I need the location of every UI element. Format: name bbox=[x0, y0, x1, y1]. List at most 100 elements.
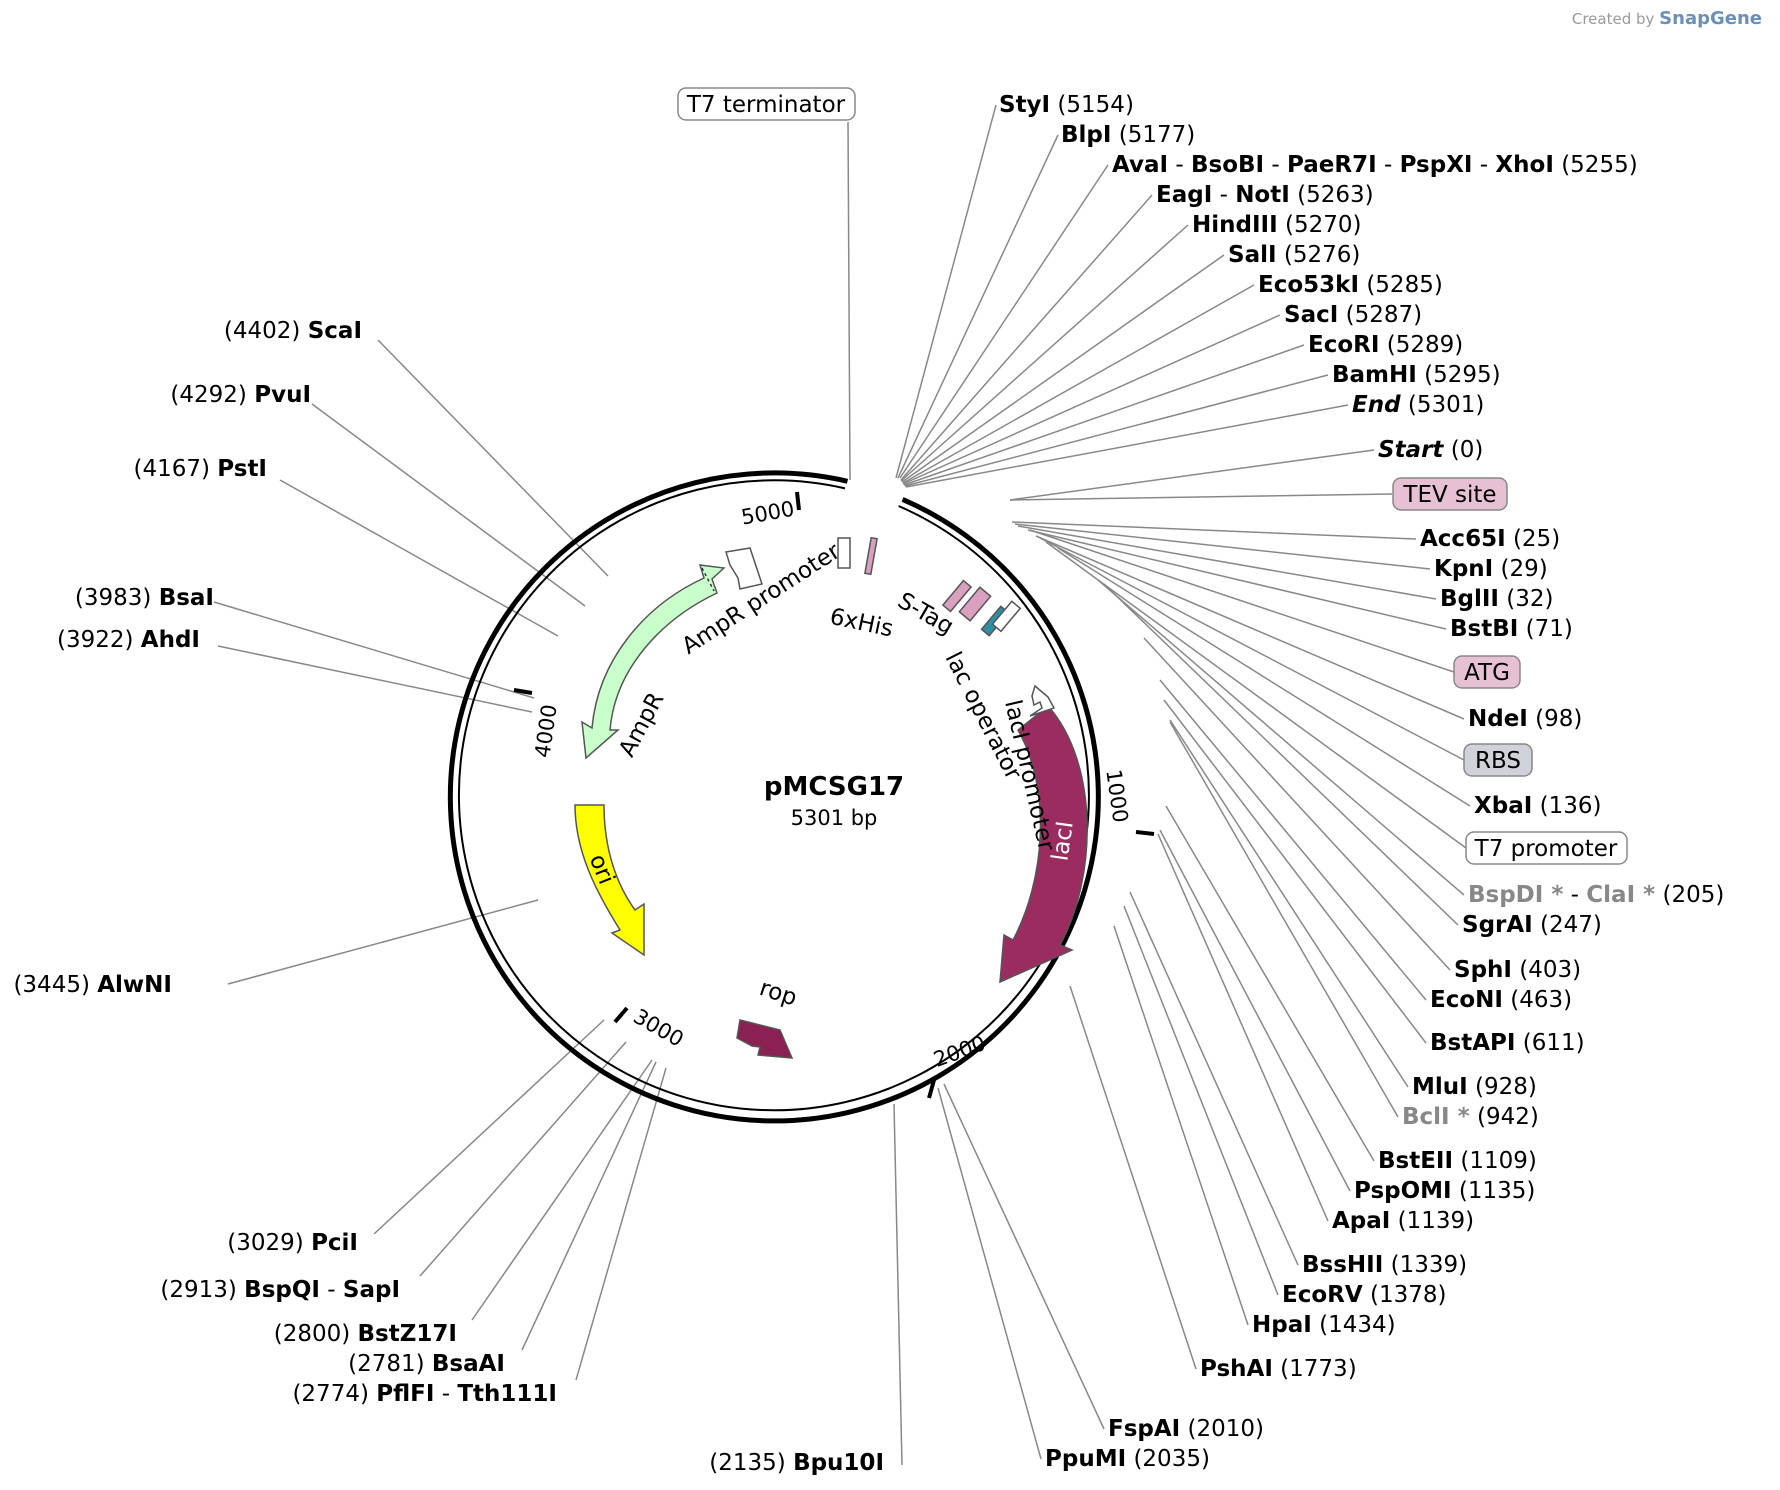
site-label-bcli: BclI * (942) bbox=[1402, 1104, 1539, 1130]
his-label: 6xHis bbox=[827, 604, 895, 643]
site-position: (1139) bbox=[1390, 1208, 1474, 1234]
enzyme-name: MluI bbox=[1412, 1074, 1468, 1100]
site-label-end: End (5301) bbox=[1352, 392, 1484, 418]
enzyme-name: FspAI bbox=[1108, 1416, 1180, 1442]
enzyme-name: HindIII bbox=[1192, 212, 1278, 238]
t7-terminator-callout-box bbox=[677, 87, 856, 121]
enzyme-name: PshAI bbox=[1200, 1356, 1273, 1382]
site-position: (98) bbox=[1528, 706, 1583, 732]
enzyme-name: BspDI * bbox=[1468, 882, 1563, 908]
enzyme-name: BstAPI bbox=[1430, 1030, 1515, 1056]
ampr-promoter-dotted bbox=[701, 567, 715, 592]
enzyme-name: AhdI bbox=[141, 627, 200, 653]
connector-atg bbox=[1029, 529, 1455, 673]
site-label-pcii: (3029) PciI bbox=[227, 1230, 358, 1256]
connector-alwni bbox=[227, 899, 539, 985]
tick-label-4000: 4000 bbox=[530, 703, 561, 759]
site-label-bstz17i: (2800) BstZ17I bbox=[274, 1321, 457, 1347]
site-position: (942) bbox=[1470, 1104, 1539, 1130]
enzyme-name: ScaI bbox=[308, 318, 362, 344]
site-label-eco53ki: Eco53kI (5285) bbox=[1258, 272, 1443, 298]
connector-bstbi bbox=[1027, 529, 1447, 630]
site-position: (5301) bbox=[1401, 392, 1485, 418]
connector-eagi bbox=[900, 194, 1153, 481]
enzyme-name: StyI bbox=[999, 92, 1050, 118]
stag-label: S-Tag bbox=[893, 588, 958, 640]
t7-terminator-callout: T7 terminator bbox=[677, 87, 856, 121]
connector-bcli bbox=[1169, 721, 1399, 1118]
tick-2000 bbox=[927, 1079, 936, 1099]
enzyme-name: BstZ17I bbox=[358, 1321, 457, 1347]
credit-prefix: Created by bbox=[1571, 10, 1655, 28]
site-label-pshai: PshAI (1773) bbox=[1200, 1356, 1357, 1382]
site-position: (2774) bbox=[292, 1381, 376, 1407]
connector-blpi bbox=[897, 134, 1059, 479]
site-label-fspai: FspAI (2010) bbox=[1108, 1416, 1264, 1442]
site-position: (4292) bbox=[170, 382, 254, 408]
ampr-label: AmpR bbox=[614, 688, 669, 761]
site-position: (5154) bbox=[1050, 92, 1134, 118]
connector-bsteii bbox=[1165, 805, 1375, 1162]
enzyme-name: SphI bbox=[1454, 957, 1512, 983]
site-label-hindiii: HindIII (5270) bbox=[1192, 212, 1361, 238]
tick-4000 bbox=[513, 688, 533, 695]
enzyme-name: Tth111I bbox=[457, 1381, 557, 1407]
enzyme-name: XhoI bbox=[1495, 152, 1553, 178]
site-position: (1135) bbox=[1452, 1178, 1536, 1204]
lac-operator-frame bbox=[991, 600, 1022, 633]
connector-bamhi bbox=[904, 374, 1329, 487]
site-position: (136) bbox=[1532, 793, 1601, 819]
connector-styi bbox=[895, 104, 997, 479]
created-by-credit: Created by SnapGene bbox=[1572, 8, 1762, 29]
enzyme-name: NdeI bbox=[1468, 706, 1528, 732]
site-label-avai: AvaI - BsoBI - PaeR7I - PspXI - XhoI (52… bbox=[1112, 152, 1638, 178]
rbs-callout: RBS bbox=[1463, 743, 1533, 777]
connector-eco53ki bbox=[902, 284, 1255, 484]
enzyme-name: Start bbox=[1378, 437, 1444, 463]
tev-box bbox=[958, 586, 992, 622]
connector-ecori bbox=[903, 344, 1305, 486]
backbone-outer bbox=[447, 470, 1101, 1124]
site-position: (2035) bbox=[1126, 1446, 1210, 1472]
site-position: (5255) bbox=[1554, 152, 1638, 178]
connector-pvui bbox=[311, 403, 586, 607]
site-position: (1339) bbox=[1383, 1252, 1467, 1278]
tev-site-callout-box bbox=[1392, 477, 1508, 511]
site-position: (3029) bbox=[227, 1230, 311, 1256]
site-label-mlui: MluI (928) bbox=[1412, 1074, 1537, 1100]
connector-end bbox=[905, 404, 1349, 488]
site-position: (5263) bbox=[1290, 182, 1374, 208]
connector-xbai bbox=[1057, 547, 1471, 807]
connector-tev-site bbox=[1009, 493, 1393, 501]
connector-bstz17i bbox=[471, 1059, 653, 1321]
site-label-ndei: NdeI (98) bbox=[1468, 706, 1582, 732]
ori-arrow bbox=[574, 804, 645, 957]
connector-pcii bbox=[373, 1019, 605, 1235]
enzyme-name: SgrAI bbox=[1462, 912, 1533, 938]
enzyme-name: BamHI bbox=[1332, 362, 1417, 388]
connector-bpu10i bbox=[893, 1103, 903, 1466]
site-position: (2010) bbox=[1180, 1416, 1264, 1442]
site-label-ahdi: (3922) AhdI bbox=[57, 627, 200, 653]
site-label-xbai: XbaI (136) bbox=[1474, 793, 1601, 819]
site-position: (205) bbox=[1655, 882, 1724, 908]
site-label-ppumi: PpuMI (2035) bbox=[1045, 1446, 1210, 1472]
connector-ahdi bbox=[217, 645, 533, 713]
enzyme-name: KpnI bbox=[1434, 556, 1493, 582]
site-separator: - bbox=[1212, 182, 1235, 208]
atg-callout: ATG bbox=[1453, 655, 1521, 689]
connector-acc65i bbox=[1011, 521, 1417, 540]
site-labels: StyI (5154) BlpI (5177) AvaI - BsoBI - Pae… bbox=[13, 92, 1724, 1476]
connector-bglii bbox=[1017, 525, 1437, 600]
t7-promoter-callout: T7 promoter bbox=[1465, 831, 1628, 865]
site-position: (29) bbox=[1493, 556, 1548, 582]
site-label-psti: (4167) PstI bbox=[134, 456, 268, 482]
enzyme-name: PstI bbox=[217, 456, 267, 482]
enzyme-name: BclI * bbox=[1402, 1104, 1470, 1130]
enzyme-name: EcoRV bbox=[1282, 1282, 1363, 1308]
site-label-saci: SacI (5287) bbox=[1284, 302, 1422, 328]
site-label-pflfi: (2774) PflFI - Tth111I bbox=[292, 1381, 557, 1407]
enzyme-name: BstEII bbox=[1378, 1148, 1453, 1174]
rbs-label: RBS bbox=[1475, 748, 1521, 774]
